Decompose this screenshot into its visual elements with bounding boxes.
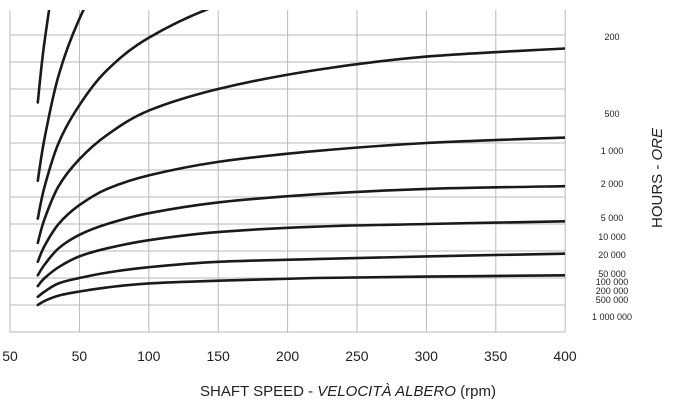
hour-label: 200	[604, 32, 619, 42]
hour-label: 1 000 000	[592, 312, 632, 322]
x-tick-label: 350	[484, 348, 508, 364]
x-axis-title-unit: (rpm)	[456, 383, 496, 400]
x-tick-label: 150	[206, 348, 230, 364]
curve-200000	[36, 220, 565, 288]
curve-500000	[36, 252, 565, 299]
x-tick-label: 300	[415, 348, 439, 364]
curve-100000	[36, 184, 565, 277]
x-tick-label: 50	[2, 348, 18, 364]
y-axis-title-italic: ORE	[649, 127, 666, 161]
curve-2000	[36, 10, 51, 104]
curves	[36, 10, 565, 307]
curve-10000	[36, 10, 210, 220]
x-tick-label: 50	[72, 348, 88, 364]
curve-1000000	[36, 274, 565, 307]
hour-label: 200 000	[596, 286, 629, 296]
hour-label: 1 000	[601, 146, 624, 156]
hour-label: 500 000	[596, 295, 629, 305]
curve-20000	[36, 47, 565, 245]
x-axis-title-main: SHAFT SPEED -	[200, 383, 317, 400]
curve-50000	[36, 136, 565, 264]
hour-label: 50 000	[598, 269, 626, 279]
grid	[9, 10, 566, 333]
y-axis-title-main: HOURS -	[649, 161, 666, 229]
x-tick-label: 100	[137, 348, 161, 364]
curve-5000	[36, 10, 85, 183]
hour-label: 20 000	[598, 250, 626, 260]
x-tick-label: 250	[345, 348, 369, 364]
hour-label: 2 000	[601, 179, 624, 189]
x-axis-title: SHAFT SPEED - VELOCITÀ ALBERO (rpm)	[200, 383, 496, 400]
hour-label: 10 000	[598, 232, 626, 242]
y-axis-title: HOURS - ORE	[649, 127, 666, 228]
x-tick-label: 400	[553, 348, 577, 364]
hour-label: 100 000	[596, 277, 629, 287]
hour-label: 5 000	[601, 213, 624, 223]
x-tick-label: 200	[276, 348, 300, 364]
x-tick-labels: 50 50 100 150 200 250 300 350 400	[2, 348, 577, 364]
x-axis-title-italic: VELOCITÀ ALBERO	[317, 383, 456, 400]
hour-label: 500	[604, 109, 619, 119]
